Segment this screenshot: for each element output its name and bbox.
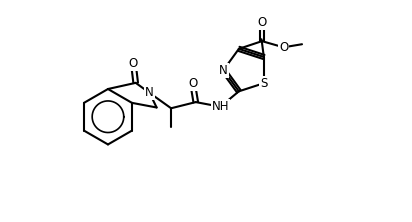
Text: O: O: [188, 77, 197, 90]
Text: O: O: [129, 57, 138, 70]
Text: N: N: [219, 63, 228, 77]
Text: O: O: [258, 16, 267, 29]
Text: O: O: [279, 41, 288, 54]
Text: S: S: [260, 77, 267, 90]
Text: NH: NH: [212, 100, 229, 113]
Text: N: N: [145, 86, 154, 99]
